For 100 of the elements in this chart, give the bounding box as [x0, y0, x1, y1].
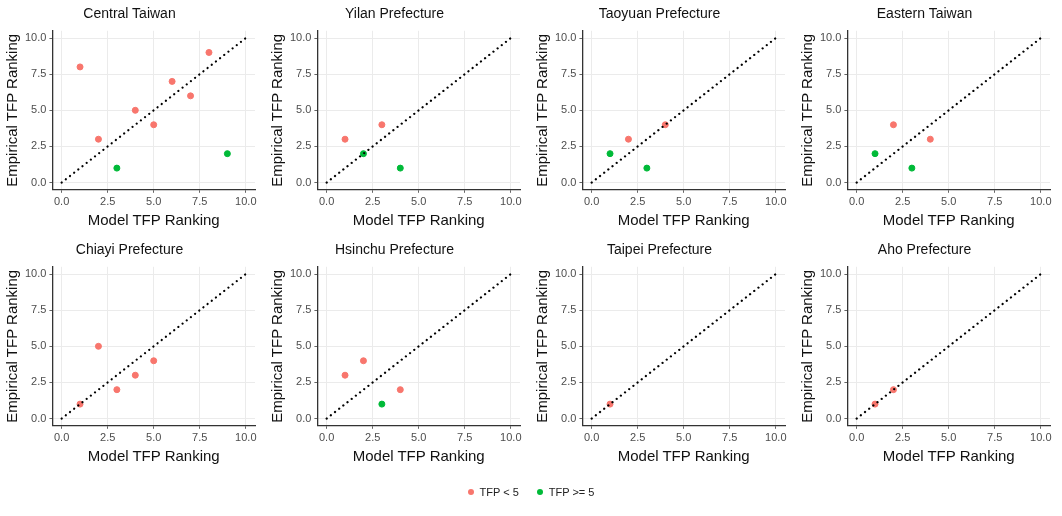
point	[187, 92, 195, 100]
x-tick-label: 5.0	[146, 431, 162, 444]
legend-label: TFP >= 5	[548, 486, 595, 498]
x-tick-label: 5.0	[146, 195, 162, 208]
y-tick-label: 7.5	[31, 67, 47, 80]
x-tick-label: 10.0	[765, 431, 787, 444]
point	[150, 121, 158, 129]
y-tick-label: 0.0	[296, 411, 312, 424]
y-tick-label: 0.0	[31, 175, 47, 188]
y-tick-label: 5.0	[561, 103, 577, 116]
x-axis-title: Model TFP Ranking	[352, 211, 485, 229]
y-tick-label: 0.0	[561, 175, 577, 188]
y-axis-title: Empirical TFP Ranking	[3, 269, 21, 423]
y-tick-label: 7.5	[296, 67, 312, 80]
point	[131, 371, 139, 379]
point	[94, 135, 102, 143]
y-axis-title: Empirical TFP Ranking	[533, 33, 551, 187]
x-axis-title: Model TFP Ranking	[617, 447, 750, 465]
x-tick-label: 0.0	[848, 431, 865, 444]
x-tick-label: 7.5	[192, 431, 208, 444]
y-axis-title: Empirical TFP Ranking	[268, 33, 286, 187]
point	[378, 400, 386, 408]
x-tick-label: 5.0	[676, 195, 692, 208]
y-tick-label: 2.5	[31, 375, 47, 388]
y-tick-label: 5.0	[296, 339, 312, 352]
x-tick-label: 5.0	[411, 431, 427, 444]
chart-title: Central Taiwan	[83, 5, 176, 22]
point	[889, 121, 897, 129]
chart-title: Taoyuan Prefecture	[598, 5, 721, 22]
y-tick-label: 2.5	[561, 139, 577, 152]
y-tick-label: 5.0	[826, 339, 842, 352]
x-tick-label: 2.5	[895, 431, 911, 444]
y-tick-label: 10.0	[24, 31, 47, 44]
y-tick-label: 7.5	[561, 67, 577, 80]
x-tick-label: 5.0	[941, 431, 957, 444]
x-tick-label: 10.0	[235, 431, 257, 444]
x-tick-label: 7.5	[722, 195, 738, 208]
point	[131, 106, 139, 114]
y-axis-title: Empirical TFP Ranking	[268, 269, 286, 423]
y-tick-label: 0.0	[31, 411, 47, 424]
point	[606, 150, 614, 158]
y-axis-title: Empirical TFP Ranking	[798, 269, 816, 423]
y-axis-title: Empirical TFP Ranking	[3, 33, 21, 187]
y-tick-label: 10.0	[819, 267, 842, 280]
x-tick-label: 2.5	[100, 431, 116, 444]
y-axis-title: Empirical TFP Ranking	[533, 269, 551, 423]
x-axis-title: Model TFP Ranking	[87, 447, 220, 465]
y-tick-label: 10.0	[554, 267, 577, 280]
y-tick-label: 2.5	[296, 375, 312, 388]
point	[113, 164, 121, 172]
x-tick-label: 10.0	[1030, 195, 1052, 208]
chart-title: Taipei Prefecture	[606, 241, 713, 258]
y-axis-title: Empirical TFP Ranking	[798, 33, 816, 187]
point	[205, 48, 213, 56]
x-tick-label: 10.0	[500, 431, 522, 444]
point	[223, 150, 231, 158]
x-tick-label: 7.5	[987, 431, 1003, 444]
x-tick-label: 7.5	[192, 195, 208, 208]
point	[94, 342, 102, 350]
y-tick-label: 5.0	[31, 103, 47, 116]
point	[908, 164, 916, 172]
x-axis-title: Model TFP Ranking	[87, 211, 220, 229]
chart-title: Yilan Prefecture	[344, 5, 445, 22]
x-tick-label: 7.5	[987, 195, 1003, 208]
y-tick-label: 0.0	[561, 411, 577, 424]
y-tick-label: 10.0	[24, 267, 47, 280]
y-tick-label: 7.5	[826, 303, 842, 316]
point	[396, 386, 404, 394]
x-tick-label: 10.0	[1030, 431, 1052, 444]
y-tick-label: 5.0	[296, 103, 312, 116]
y-tick-label: 2.5	[826, 375, 842, 388]
x-tick-label: 2.5	[630, 195, 646, 208]
y-tick-label: 0.0	[826, 411, 842, 424]
point	[643, 164, 651, 172]
y-tick-label: 7.5	[826, 67, 842, 80]
legend-label: TFP < 5	[479, 486, 519, 498]
chart-title: Aho Prefecture	[877, 241, 972, 258]
x-tick-label: 7.5	[457, 431, 473, 444]
point	[926, 135, 934, 143]
x-tick-label: 10.0	[235, 195, 257, 208]
x-tick-label: 2.5	[365, 195, 381, 208]
y-tick-label: 2.5	[31, 139, 47, 152]
point	[624, 135, 632, 143]
point	[76, 63, 84, 71]
x-tick-label: 0.0	[583, 431, 600, 444]
point	[396, 164, 404, 172]
x-axis-title: Model TFP Ranking	[882, 447, 1015, 465]
x-tick-label: 0.0	[848, 195, 865, 208]
chart-title: Eastern Taiwan	[876, 5, 973, 22]
y-tick-label: 10.0	[819, 31, 842, 44]
y-tick-label: 2.5	[296, 139, 312, 152]
y-tick-label: 10.0	[289, 31, 312, 44]
y-tick-label: 10.0	[554, 31, 577, 44]
point	[871, 150, 879, 158]
y-tick-label: 0.0	[296, 175, 312, 188]
y-tick-label: 2.5	[826, 139, 842, 152]
y-tick-label: 5.0	[826, 103, 842, 116]
x-tick-label: 10.0	[765, 195, 787, 208]
y-tick-label: 0.0	[826, 175, 842, 188]
x-tick-label: 7.5	[722, 431, 738, 444]
